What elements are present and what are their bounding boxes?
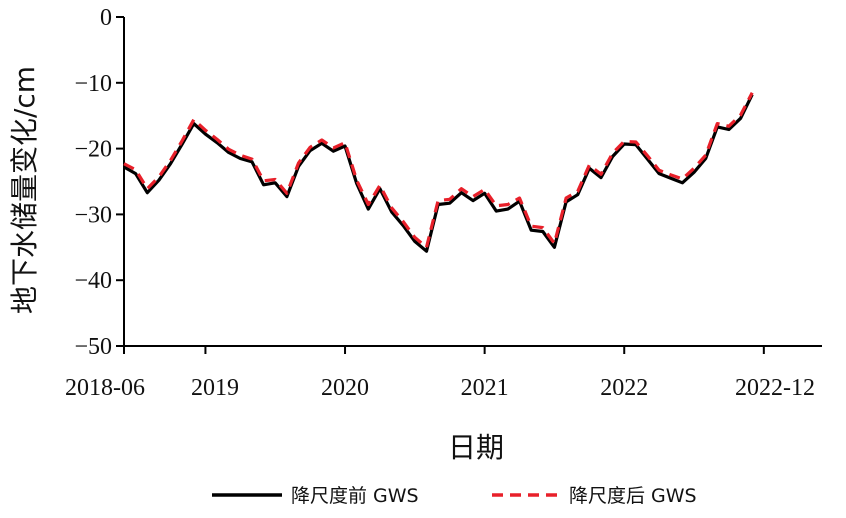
legend-label-before: 降尺度前 GWS	[291, 485, 419, 507]
legend-item-after: 降尺度后 GWS	[492, 485, 697, 507]
x-tick-label: 2018-06	[65, 375, 145, 401]
y-tick-label: −30	[74, 202, 112, 228]
x-axis: 2018-06 2019 2020 2021 2022 2022-12	[65, 345, 822, 401]
x-tick-label: 2020	[321, 375, 369, 401]
x-axis-title: 日期	[448, 431, 504, 464]
x-tick-label: 2022	[600, 375, 648, 401]
x-tick-label: 2019	[191, 375, 239, 401]
y-tick-label: −10	[74, 71, 112, 97]
y-tick-label: −20	[74, 137, 112, 163]
series-line-after	[123, 91, 754, 249]
series-layer	[123, 91, 754, 253]
x-tick-label: 2022-12	[735, 375, 815, 401]
y-tick-label: 0	[100, 5, 112, 31]
x-tick-label: 2021	[461, 375, 509, 401]
legend-label-after: 降尺度后 GWS	[569, 485, 697, 507]
series-line-before	[123, 93, 754, 253]
y-tick-label: −50	[74, 334, 112, 360]
y-tick-label: −40	[74, 268, 112, 294]
y-axis-title: 地下水储量变化/cm	[8, 66, 41, 314]
legend: 降尺度前 GWS 降尺度后 GWS	[212, 485, 697, 507]
legend-item-before: 降尺度前 GWS	[212, 485, 419, 507]
y-axis: 0 −10 −20 −30 −40 −50	[74, 5, 125, 360]
